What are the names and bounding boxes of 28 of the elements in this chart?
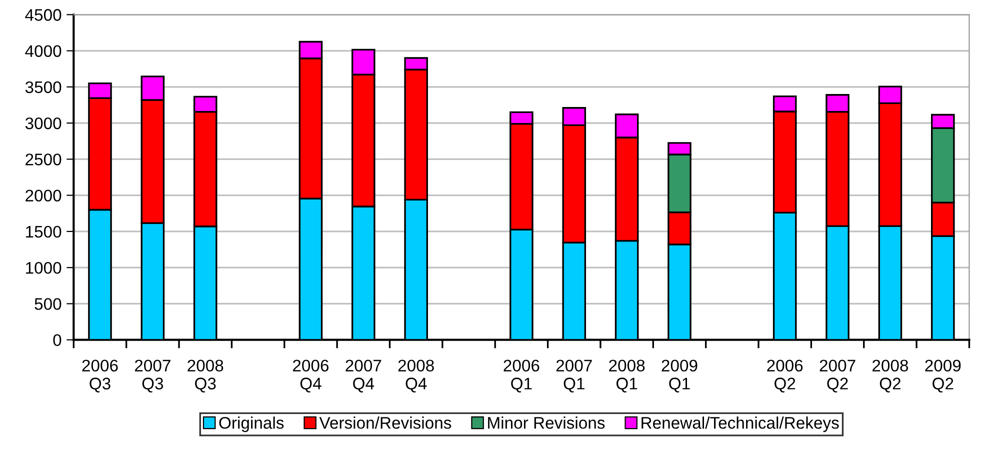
y-tick-label: 500 [34,298,62,310]
legend-label: Originals [219,416,284,432]
x-tick-label: 2006 Q2 [767,360,803,392]
y-tick-label: 2500 [26,154,62,166]
x-tick-label: 2008 Q4 [398,360,434,392]
x-tick-label: 2008 Q1 [609,360,645,392]
x-tick-label: 2008 Q3 [188,360,224,392]
x-tick-label: 2007 Q1 [556,360,592,392]
y-tick-label: 4500 [25,9,62,21]
legend-label: Version/Revisions [319,416,452,429]
y-tick-label: 1000 [26,262,62,274]
x-tick-label: 2007 Q4 [346,360,382,392]
y-tick-label: 0 [53,334,62,346]
x-tick-label: 2007 Q3 [134,360,170,392]
y-tick-label: 3500 [25,81,62,94]
legend-label: Minor Revisions [488,416,605,429]
legend-label: Renewal/Technical/Rekeys [642,416,839,432]
y-tick-label: 4000 [25,45,62,57]
x-tick-label: 2009 Q1 [662,360,698,392]
y-tick-label: 2000 [26,190,62,202]
y-tick-label: 3000 [25,117,62,130]
x-tick-label: 2006 Q3 [82,360,118,392]
x-tick-label: 2006 Q1 [504,360,540,392]
x-tick-label: 2007 Q2 [820,360,856,392]
y-tick-label: 1500 [26,226,62,238]
x-tick-label: 2009 Q2 [925,360,961,392]
x-tick-label: 2006 Q4 [293,360,329,392]
x-tick-label: 2008 Q2 [872,360,908,392]
